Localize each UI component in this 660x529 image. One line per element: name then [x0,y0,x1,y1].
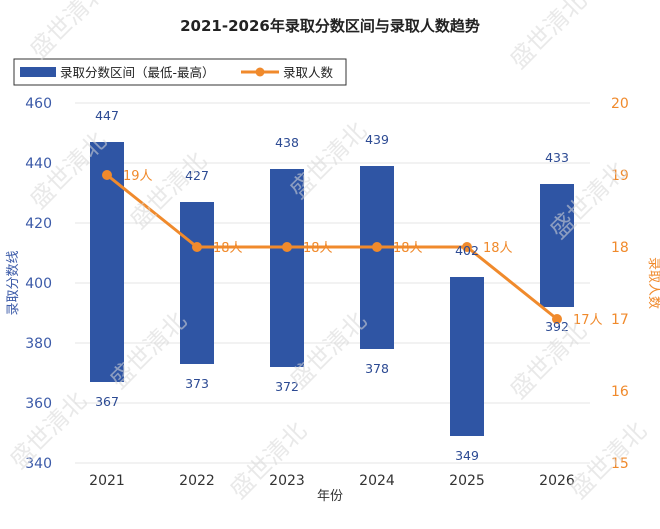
legend-bar-label: 录取分数区间（最低-最高） [60,65,215,80]
bar-low-label: 378 [365,361,389,376]
line-point-label: 17人 [573,313,603,328]
bar-high-label: 427 [185,168,209,183]
bar-2023 [270,169,304,367]
bar-2022 [180,202,214,364]
y2-tick-label: 17 [611,312,629,328]
watermark-text: 盛世清北 [224,417,312,505]
y-tick-label: 360 [25,396,52,412]
bar-2021 [90,142,124,382]
legend-line-label: 录取人数 [283,65,334,80]
bar-low-label: 367 [95,394,119,409]
y-tick-label: 460 [25,96,52,112]
watermark-text: 盛世清北 [24,0,112,64]
line-point [282,242,292,252]
bar-low-label: 392 [545,319,569,334]
bar-low-label: 349 [455,448,479,463]
bar-2026 [540,184,574,307]
bar-high-label: 439 [365,132,389,147]
y2-tick-label: 15 [611,456,629,472]
bar-low-label: 373 [185,376,209,391]
y-tick-label: 380 [25,336,52,352]
y2-tick-label: 16 [611,384,629,400]
y-tick-label: 420 [25,216,52,232]
legend-bar-swatch [20,67,56,77]
x-tick-label: 2024 [359,473,395,489]
bar-high-label: 402 [455,243,479,258]
bar-2024 [360,166,394,349]
legend: 录取分数区间（最低-最高） 录取人数 [13,58,347,86]
y2-axis-label: 录取人数 [646,257,660,309]
line-point-label: 18人 [303,241,333,256]
x-tick-label: 2021 [89,473,125,489]
bar-high-label: 433 [545,150,569,165]
line-series-path [106,173,558,321]
x-tick-label: 2023 [269,473,305,489]
line-point [372,242,382,252]
chart-title: 2021-2026年录取分数区间与录取人数趋势 [180,17,480,35]
x-axis-label: 年份 [317,489,343,504]
x-tick-label: 2022 [179,473,215,489]
line-point [552,314,562,324]
line-point [462,242,472,252]
y-axis-label: 录取分数线 [6,250,21,315]
line-point-label: 18人 [213,241,243,256]
bar-low-label: 372 [275,379,299,394]
legend-line-marker [255,67,265,77]
y2-tick-label: 19 [611,168,629,184]
bar-2025 [450,277,484,436]
y-tick-label: 440 [25,156,52,172]
line-point [102,170,112,180]
watermark-text: 盛世清北 [564,417,652,505]
line-point [192,242,202,252]
x-tick-label: 2026 [539,473,575,489]
watermark-text: 盛世清北 [284,117,372,205]
y2-tick-label: 18 [611,240,629,256]
y-tick-label: 400 [25,276,52,292]
line-point-label: 18人 [393,241,423,256]
watermark-text: 盛世清北 [504,0,592,74]
bar-high-label: 438 [275,135,299,150]
line-point-label: 19人 [123,169,153,184]
bar-high-label: 447 [95,108,119,123]
y2-tick-label: 20 [611,96,629,112]
line-point-label: 18人 [483,241,513,256]
x-tick-label: 2025 [449,473,485,489]
y-tick-label: 340 [25,456,52,472]
